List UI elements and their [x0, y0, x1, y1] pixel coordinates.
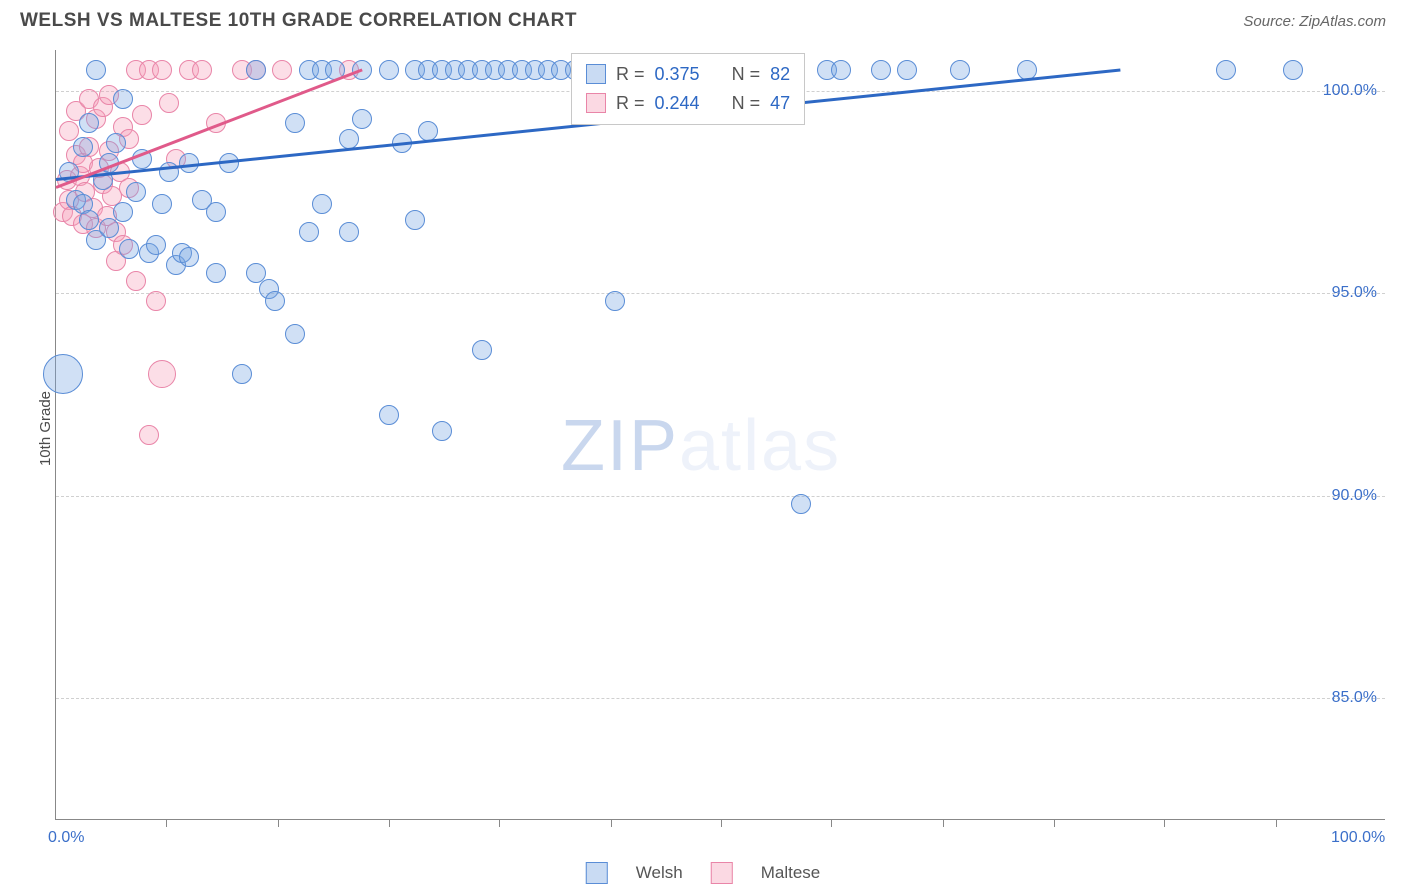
scatter-point-welsh	[405, 210, 425, 230]
scatter-point-welsh	[206, 263, 226, 283]
scatter-point-maltese	[152, 60, 172, 80]
y-tick-label: 100.0%	[1323, 82, 1377, 100]
source-attribution: Source: ZipAtlas.com	[1243, 13, 1386, 30]
scatter-point-welsh	[43, 354, 83, 394]
scatter-point-maltese	[148, 360, 176, 388]
scatter-point-welsh	[106, 133, 126, 153]
series-legend: Welsh Maltese	[586, 862, 820, 884]
scatter-point-welsh	[152, 194, 172, 214]
stat-r-label: R =	[616, 60, 645, 89]
scatter-point-welsh	[206, 202, 226, 222]
scatter-point-maltese	[132, 105, 152, 125]
y-tick-label: 95.0%	[1332, 284, 1377, 302]
stat-n-value-maltese: 47	[770, 89, 790, 118]
y-tick-label: 85.0%	[1332, 689, 1377, 707]
scatter-point-welsh	[113, 89, 133, 109]
scatter-point-welsh	[1283, 60, 1303, 80]
scatter-point-welsh	[246, 60, 266, 80]
scatter-point-welsh	[119, 239, 139, 259]
x-tick-label: 0.0%	[48, 829, 84, 847]
x-tick	[389, 819, 390, 827]
source-prefix: Source:	[1243, 13, 1299, 30]
source-name: ZipAtlas.com	[1299, 13, 1386, 30]
stat-r-value-maltese: 0.244	[655, 89, 700, 118]
legend-label-maltese: Maltese	[761, 863, 821, 883]
stat-n-value-welsh: 82	[770, 60, 790, 89]
scatter-point-welsh	[86, 60, 106, 80]
scatter-point-welsh	[113, 202, 133, 222]
x-tick	[1054, 819, 1055, 827]
stats-row-welsh: R = 0.375 N = 82	[586, 60, 790, 89]
x-tick	[721, 819, 722, 827]
stat-n-label: N =	[732, 89, 761, 118]
scatter-point-welsh	[179, 247, 199, 267]
scatter-point-maltese	[159, 93, 179, 113]
y-tick-label: 90.0%	[1332, 487, 1377, 505]
scatter-point-welsh	[232, 364, 252, 384]
scatter-point-welsh	[285, 113, 305, 133]
watermark: ZIPatlas	[561, 405, 841, 487]
scatter-point-welsh	[432, 421, 452, 441]
scatter-point-welsh	[352, 109, 372, 129]
scatter-point-maltese	[272, 60, 292, 80]
gridline-h	[56, 293, 1385, 294]
gridline-h	[56, 698, 1385, 699]
legend-swatch-welsh	[586, 862, 608, 884]
x-tick-label: 100.0%	[1331, 829, 1385, 847]
scatter-point-welsh	[605, 291, 625, 311]
chart-title: WELSH VS MALTESE 10TH GRADE CORRELATION …	[20, 10, 577, 32]
x-tick	[1164, 819, 1165, 827]
y-axis-label: 10th Grade	[37, 391, 54, 466]
scatter-point-maltese	[139, 425, 159, 445]
scatter-point-welsh	[73, 137, 93, 157]
stat-r-label: R =	[616, 89, 645, 118]
scatter-point-welsh	[831, 60, 851, 80]
x-tick	[831, 819, 832, 827]
scatter-point-welsh	[1216, 60, 1236, 80]
stats-row-maltese: R = 0.244 N = 47	[586, 89, 790, 118]
scatter-point-welsh	[379, 60, 399, 80]
scatter-point-welsh	[312, 194, 332, 214]
scatter-point-welsh	[265, 291, 285, 311]
scatter-point-welsh	[791, 494, 811, 514]
x-tick	[278, 819, 279, 827]
x-tick	[943, 819, 944, 827]
scatter-point-welsh	[871, 60, 891, 80]
stat-r-value-welsh: 0.375	[655, 60, 700, 89]
scatter-point-maltese	[126, 271, 146, 291]
scatter-point-welsh	[126, 182, 146, 202]
legend-label-welsh: Welsh	[636, 863, 683, 883]
scatter-point-maltese	[192, 60, 212, 80]
scatter-point-welsh	[146, 235, 166, 255]
scatter-point-welsh	[339, 222, 359, 242]
chart-header: WELSH VS MALTESE 10TH GRADE CORRELATION …	[0, 0, 1406, 40]
scatter-point-welsh	[299, 222, 319, 242]
stats-swatch-maltese	[586, 93, 606, 113]
x-tick	[166, 819, 167, 827]
scatter-point-welsh	[379, 405, 399, 425]
scatter-point-maltese	[146, 291, 166, 311]
scatter-point-welsh	[79, 113, 99, 133]
scatter-point-welsh	[285, 324, 305, 344]
x-tick	[1276, 819, 1277, 827]
scatter-point-welsh	[79, 210, 99, 230]
plot-area: 85.0%90.0%95.0%100.0%0.0%100.0%ZIPatlasR…	[55, 50, 1385, 820]
chart-container: 10th Grade 85.0% 90.0% 95.0% 100.0% 0.0% 100.…	[0, 40, 1406, 890]
scatter-point-welsh	[472, 340, 492, 360]
scatter-point-welsh	[897, 60, 917, 80]
gridline-h	[56, 496, 1385, 497]
legend-swatch-maltese	[711, 862, 733, 884]
scatter-point-welsh	[99, 218, 119, 238]
stats-legend-box: R = 0.375 N = 82 R = 0.244 N = 47	[571, 53, 805, 125]
stat-n-label: N =	[732, 60, 761, 89]
scatter-point-welsh	[950, 60, 970, 80]
x-tick	[499, 819, 500, 827]
stats-swatch-welsh	[586, 64, 606, 84]
x-tick	[611, 819, 612, 827]
